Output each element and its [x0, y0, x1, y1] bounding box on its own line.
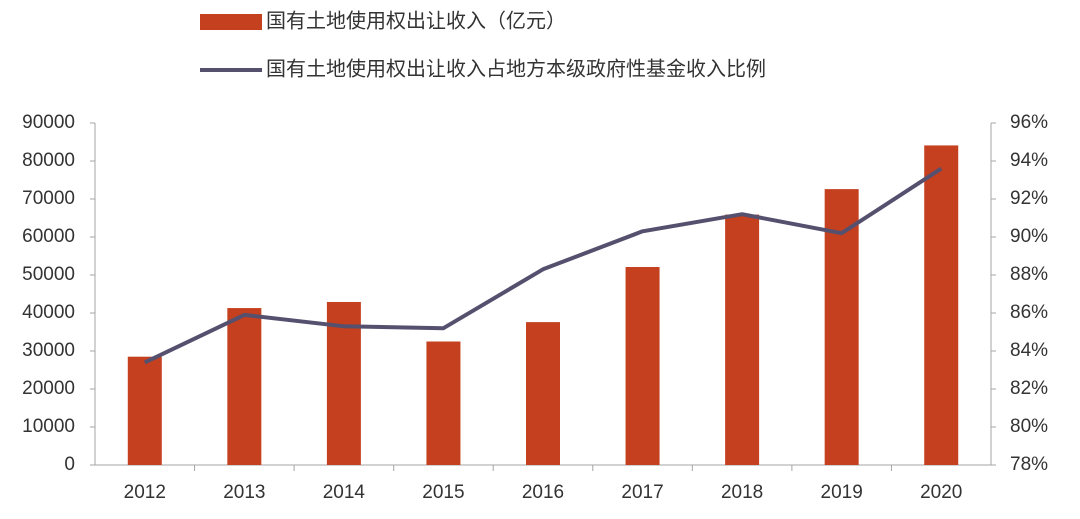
legend-label: 国有土地使用权出让收入占地方本级政府性基金收入比例	[266, 57, 766, 80]
y2-tick-label: 80%	[1010, 416, 1048, 437]
x-tick-label: 2016	[522, 482, 564, 503]
y-tick-label: 10000	[22, 416, 75, 437]
x-tick-label: 2020	[920, 482, 962, 503]
line	[143, 166, 943, 365]
y2-tick-label: 84%	[1010, 340, 1048, 361]
y-tick-label: 0	[64, 454, 75, 475]
bar	[227, 308, 262, 465]
y2-tick-label: 96%	[1010, 112, 1048, 133]
bar	[725, 214, 760, 465]
y-tick-label: 90000	[22, 112, 75, 133]
y-tick-label: 70000	[22, 188, 75, 209]
y-tick-label: 40000	[22, 302, 75, 323]
bar	[924, 145, 959, 466]
y2-tick-label: 78%	[1010, 454, 1048, 475]
bar	[127, 356, 162, 465]
bar	[625, 267, 660, 465]
legend-label: 国有土地使用权出让收入（亿元）	[266, 9, 566, 32]
x-tick-label: 2014	[323, 482, 366, 503]
y-tick-label: 20000	[22, 378, 75, 399]
y-tick-label: 50000	[22, 264, 75, 285]
x-tick-label: 2015	[422, 482, 464, 503]
y2-tick-label: 90%	[1010, 226, 1048, 247]
legend-swatch	[200, 14, 262, 30]
y2-tick-label: 88%	[1010, 264, 1048, 285]
y-tick-label: 60000	[22, 226, 75, 247]
x-tick-label: 2012	[124, 482, 166, 503]
x-tick-label: 2019	[821, 482, 863, 503]
y2-tick-label: 94%	[1010, 150, 1048, 171]
y2-tick-label: 92%	[1010, 188, 1048, 209]
x-tick-label: 2013	[223, 482, 265, 503]
bar	[526, 322, 560, 465]
bar	[326, 301, 361, 465]
y2-tick-label: 86%	[1010, 302, 1048, 323]
bar	[426, 341, 461, 465]
y2-tick-label: 82%	[1010, 378, 1048, 399]
y-tick-label: 80000	[22, 150, 75, 171]
x-tick-label: 2018	[721, 482, 763, 503]
x-tick-label: 2017	[621, 482, 663, 503]
y-tick-label: 30000	[22, 340, 75, 361]
